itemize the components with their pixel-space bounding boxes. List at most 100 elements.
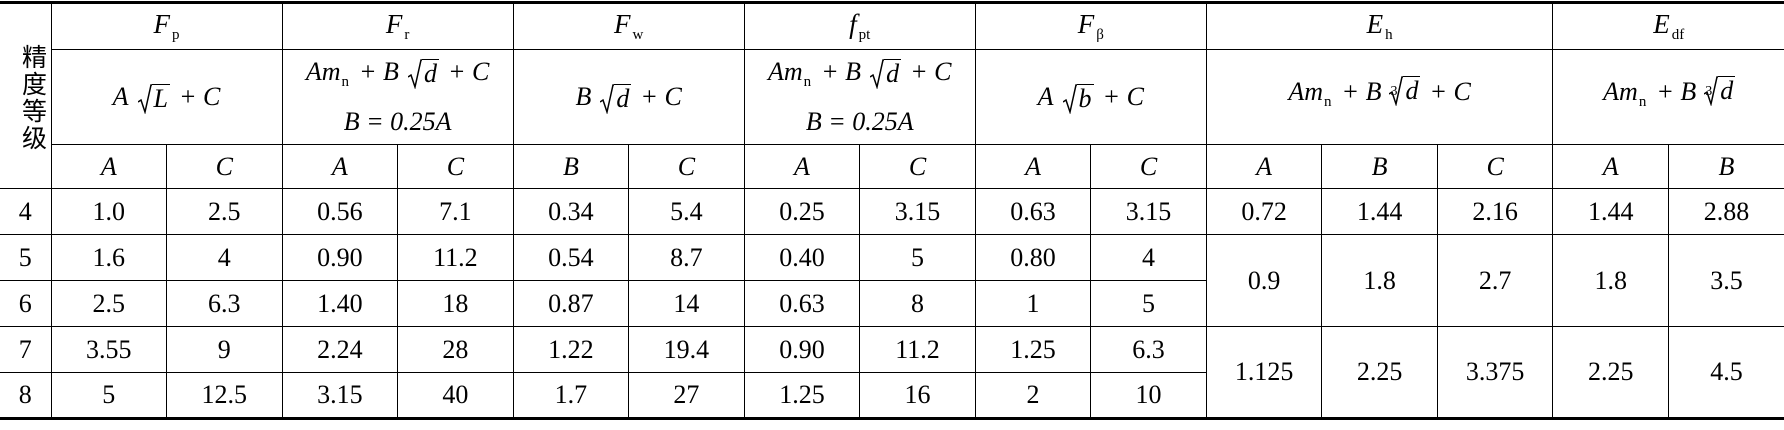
root-index: 3: [1705, 84, 1713, 100]
formula-cell: Amn + B 3 d + C: [1205, 49, 1554, 145]
formula-subscript: n: [1324, 94, 1332, 110]
radical-sign: [1389, 76, 1404, 107]
value-cell: 11.2: [397, 234, 514, 281]
value-cell: 5.4: [628, 188, 745, 235]
formula-text: Am: [305, 57, 341, 86]
value-cell: 2.5: [50, 280, 168, 327]
radical: b: [1062, 84, 1094, 115]
formula-text: + C: [179, 82, 221, 111]
value-cell: 0.90: [743, 326, 861, 373]
value-cell: 3.15: [1090, 188, 1207, 235]
value-cell: 0.25: [743, 188, 861, 235]
value-cell: 0.56: [281, 188, 399, 235]
value-cell: 8: [859, 280, 976, 327]
coefficient-label: A: [1552, 144, 1669, 189]
value-cell: 1.6: [50, 234, 168, 281]
value-cell: 0.63: [743, 280, 861, 327]
symbol: F: [1077, 9, 1095, 39]
value-cell: 1: [974, 280, 1092, 327]
radicand: d: [614, 84, 632, 114]
value-cell: 0.80: [974, 234, 1092, 281]
formula-line: A L + C: [52, 77, 282, 117]
grade-cell: 5: [0, 234, 52, 281]
coefficient-label: A: [974, 144, 1092, 189]
group-header: f pt: [743, 2, 976, 50]
value-cell: 28: [397, 326, 514, 373]
grade-cell: 4: [0, 188, 52, 235]
value-cell: 1.22: [512, 326, 630, 373]
radical-sign: [1704, 76, 1719, 107]
formula-line: B = 0.25A: [283, 102, 513, 142]
value-cell: 16: [859, 372, 976, 419]
formula-text: + C: [910, 57, 952, 86]
value-cell: 1.44: [1321, 188, 1438, 235]
value-cell: 18: [397, 280, 514, 327]
formula-cell: A L + C: [51, 49, 283, 145]
data-row: 8 5 12.5 3.15 40 1.7 27 1.25 16 2 10: [0, 372, 1784, 419]
value-cell: 4.5: [1667, 326, 1784, 419]
formula-cell: Amn + B d + C B = 0.25A: [743, 49, 976, 145]
data-row: 5 1.6 4 0.90 11.2 0.54 8.7 0.40 5 0.80 4 0.9 1.8 2.7 1…: [0, 234, 1784, 327]
coefficient-label: C: [1090, 144, 1207, 189]
formula-text: + B: [1341, 77, 1382, 106]
symbol-subscript: pt: [858, 27, 871, 43]
symbol: F: [385, 9, 403, 39]
value-cell: 11.2: [859, 326, 976, 373]
formula-text: Am: [1288, 77, 1324, 106]
formula-text: + B: [821, 57, 862, 86]
radical: d: [870, 59, 902, 90]
coefficient-label: C: [166, 144, 283, 189]
formula-line: Amn + B d + C: [745, 52, 975, 102]
value-cell: 3.15: [281, 372, 399, 419]
value-cell: 2.16: [1436, 188, 1554, 235]
coefficient-label: C: [628, 144, 745, 189]
value-cell: 3.15: [859, 188, 976, 235]
formula-text: + B: [1656, 77, 1697, 106]
symbol-subscript: w: [632, 27, 644, 43]
data-row: 6 2.5 6.3 1.40 18 0.87 14 0.63 8 1 5: [0, 280, 1784, 327]
symbol: E: [1653, 9, 1670, 39]
radical-sign: [407, 59, 422, 90]
value-cell: 2.5: [166, 188, 283, 235]
value-cell: 9: [166, 326, 283, 373]
formula-line: B = 0.25A: [745, 102, 975, 142]
value-cell: 1.7: [512, 372, 630, 419]
value-cell: 4: [1090, 234, 1207, 281]
value-cell: 19.4: [628, 326, 745, 373]
value-cell: 12.5: [166, 372, 283, 419]
value-cell: 1.25: [974, 326, 1092, 373]
value-cell: 1.8: [1552, 234, 1669, 327]
value-cell: 27: [628, 372, 745, 419]
value-cell: 5: [1090, 280, 1207, 327]
grade-cell: 7: [0, 326, 52, 373]
coefficient-label: B: [1667, 144, 1784, 189]
value-cell: 3.55: [50, 326, 168, 373]
formula-text: B = 0.25A: [805, 107, 914, 136]
symbol-subscript: p: [172, 27, 180, 43]
radical: d: [407, 59, 439, 90]
coefficient-label: A: [281, 144, 399, 189]
symbol: f: [849, 9, 857, 39]
formula-text: B = 0.25A: [343, 107, 452, 136]
value-cell: 1.25: [743, 372, 861, 419]
radicand: d: [421, 59, 439, 89]
radicand: d: [1403, 76, 1421, 112]
radical: d: [600, 84, 632, 115]
value-cell: 1.125: [1205, 326, 1323, 419]
value-cell: 0.40: [743, 234, 861, 281]
value-cell: 14: [628, 280, 745, 327]
value-cell: 10: [1090, 372, 1207, 419]
coefficient-label: C: [1436, 144, 1554, 189]
radical-sign: [600, 84, 615, 115]
